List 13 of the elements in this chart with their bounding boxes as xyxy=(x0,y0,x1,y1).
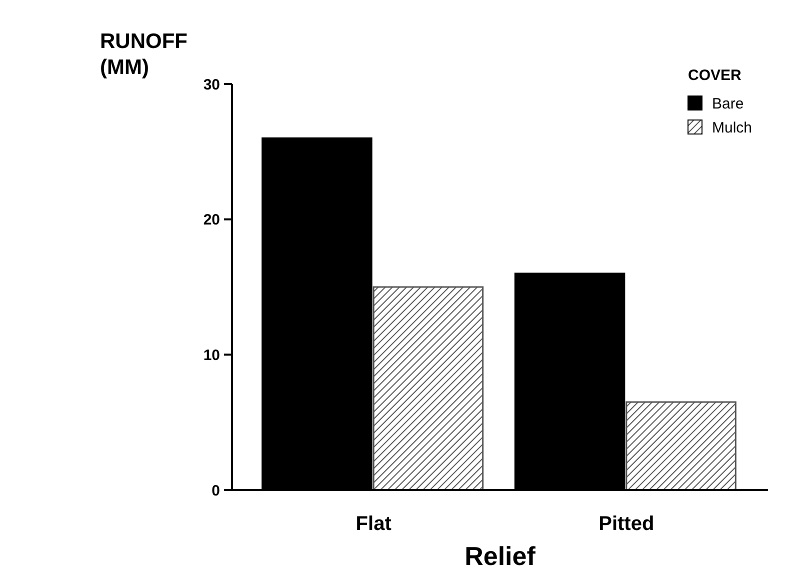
y-tick-label: 30 xyxy=(203,76,220,94)
x-axis-title: Relief xyxy=(464,541,536,571)
y-tick-label: 10 xyxy=(203,346,220,364)
y-tick-label: 0 xyxy=(212,482,220,500)
x-tick-label: Pitted xyxy=(598,513,654,535)
legend-title: COVER xyxy=(688,67,742,84)
x-tick-label: Flat xyxy=(356,513,392,535)
y-axis-title: RUNOFF (MM) xyxy=(100,30,188,79)
legend-label: Mulch xyxy=(712,119,752,136)
bar xyxy=(372,286,484,491)
bar xyxy=(626,401,736,491)
legend-label: Bare xyxy=(712,95,744,112)
y-tick-label: 20 xyxy=(203,212,220,229)
